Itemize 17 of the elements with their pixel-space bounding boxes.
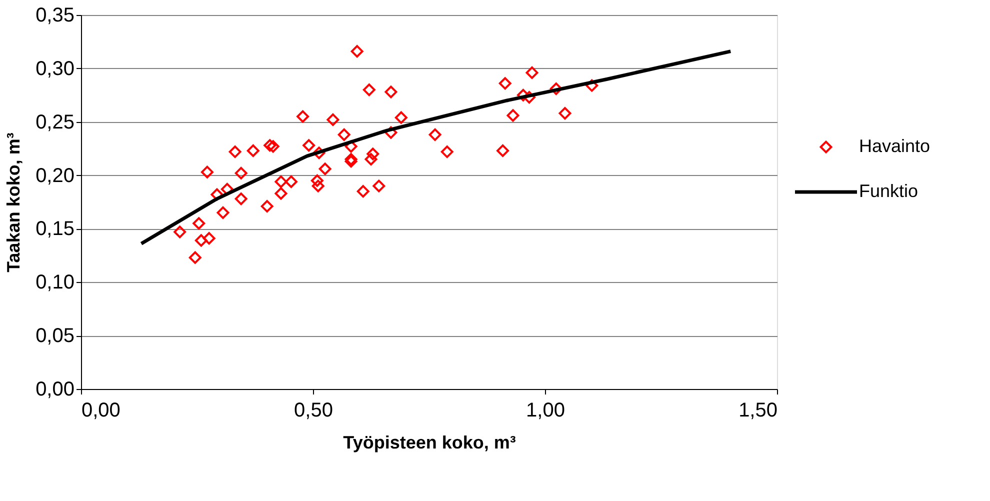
x-tick-label: 1,00 [526, 400, 565, 422]
legend-label: Funktio [859, 181, 918, 201]
y-tick-label: 0,25 [36, 111, 74, 134]
y-tick-label: 0,05 [36, 325, 74, 348]
y-tick-label: 0,30 [36, 58, 74, 80]
x-tick-label: 0,00 [82, 400, 120, 422]
x-tick-label: 1,50 [738, 400, 778, 422]
y-tick-label: 0,10 [36, 272, 74, 294]
y-tick-label: 0,15 [36, 218, 74, 240]
x-axis-title: Työpisteen koko, m³ [343, 432, 516, 452]
y-tick-label: 0,00 [36, 378, 74, 400]
y-tick-label: 0,35 [36, 4, 74, 26]
legend-label: Havainto [859, 136, 930, 156]
y-tick-label: 0,20 [36, 164, 74, 187]
x-tick-label: 0,50 [294, 400, 333, 422]
line-series [140, 50, 732, 246]
y-axis-title: Taakan koko, m³ [4, 132, 24, 272]
